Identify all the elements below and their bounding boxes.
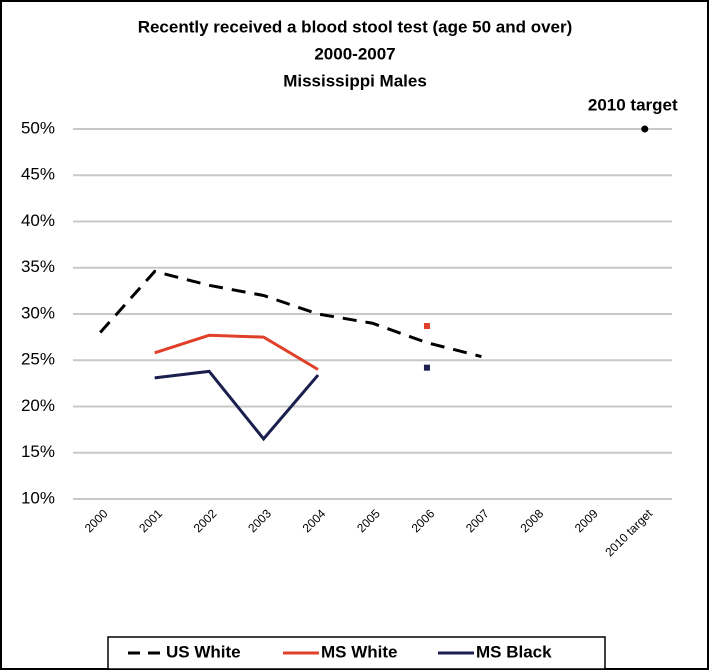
legend-label: US White [166, 642, 241, 661]
y-tick-label: 10% [21, 488, 55, 507]
data-point [423, 364, 430, 371]
chart-title: 2000-2007 [314, 44, 395, 63]
chart-title: Recently received a blood stool test (ag… [138, 17, 573, 36]
y-tick-label: 35% [21, 257, 55, 276]
series-line [99, 269, 482, 359]
annotation: 2010 target [588, 95, 678, 114]
y-tick-label: 30% [21, 303, 55, 322]
target-point [641, 125, 649, 133]
legend-box [107, 636, 606, 670]
chart-title: Mississippi Males [283, 71, 427, 90]
y-tick-label: 20% [21, 396, 55, 415]
y-tick-label: 50% [21, 118, 55, 137]
series-line [154, 333, 319, 371]
series-line [154, 369, 320, 442]
y-tick-label: 45% [21, 165, 55, 184]
legend-label: MS Black [476, 642, 552, 661]
data-point [423, 323, 430, 330]
y-tick-label: 15% [21, 442, 55, 461]
y-tick-label: 40% [21, 211, 55, 230]
legend-label: MS White [321, 642, 398, 661]
y-tick-label: 25% [21, 350, 55, 369]
